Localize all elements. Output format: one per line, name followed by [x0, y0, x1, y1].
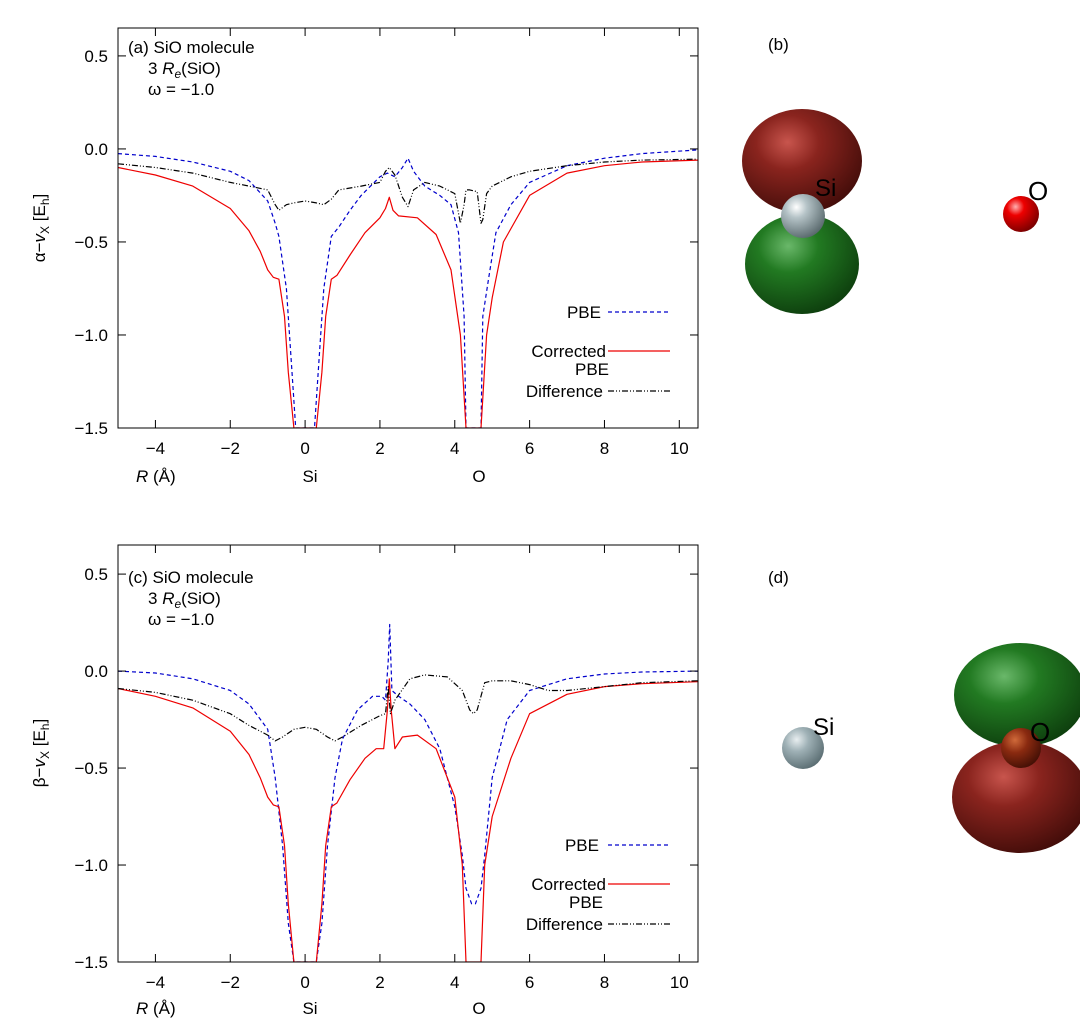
series-line-difference: [118, 674, 698, 742]
series-line-pbe: [118, 623, 698, 962]
x-tick-label: 2: [375, 439, 384, 458]
atom-label-si: Si: [302, 999, 317, 1018]
x-tick-label: 8: [600, 973, 609, 992]
legend: PBE Corrected PBE Difference: [526, 303, 670, 401]
legend-label-difference: Difference: [526, 915, 603, 934]
atom-label-si: Si: [815, 175, 836, 202]
x-tick-label: 4: [450, 439, 459, 458]
plot-frame: [117, 27, 699, 429]
x-tick-label: 4: [450, 973, 459, 992]
y-tick-label: −1.5: [74, 419, 108, 438]
chart-panel-c: −4 −2 0 2 4 6 8 10 0.5 0.0 −0.5 −1.0 −1.5 (c) SiO mo…: [30, 544, 699, 1018]
atom-label-o: O: [472, 999, 485, 1018]
annotation-line-3: ω = −1.0: [148, 80, 214, 99]
annotation-line-1: (a) SiO molecule: [128, 38, 255, 57]
x-tick-label: 6: [525, 973, 534, 992]
x-tick-label: −4: [146, 439, 165, 458]
x-tick-label: 10: [670, 439, 689, 458]
x-tick-label: −4: [146, 973, 165, 992]
y-tick-label: −1.5: [74, 953, 108, 972]
orbital-lobe-green: [954, 643, 1080, 747]
panel-label-d: (d): [768, 568, 789, 587]
legend-label-corrected: Corrected: [531, 342, 606, 361]
atom-o: [1003, 196, 1039, 232]
atom-si: [781, 194, 825, 238]
panel-b: (b) Si O: [742, 35, 1048, 314]
atom-si: [782, 727, 824, 769]
annotation-line-3: ω = −1.0: [148, 610, 214, 629]
y-tick-label: −0.5: [74, 233, 108, 252]
series-line-difference: [118, 158, 698, 224]
x-tick-label: 10: [670, 973, 689, 992]
orbital-lobe-green: [745, 214, 859, 314]
y-tick-label: 0.5: [84, 565, 108, 584]
y-tick-label: −0.5: [74, 759, 108, 778]
legend: PBE Corrected PBE Difference: [526, 836, 670, 934]
atom-label-o: O: [472, 467, 485, 486]
x-tick-label: −2: [221, 973, 240, 992]
x-axis-label: R (Å): [136, 467, 176, 486]
annotation-line-2: 3 Re(SiO): [148, 59, 221, 81]
atom-o: [1001, 728, 1041, 768]
annotation-line-1: (c) SiO molecule: [128, 568, 254, 587]
panel-d: (d) Si O: [768, 568, 1080, 853]
x-tick-label: 0: [300, 973, 309, 992]
x-tick-label: 0: [300, 439, 309, 458]
legend-label-corrected-2: PBE: [569, 893, 603, 912]
y-axis-label: β−vX [Eh]: [30, 719, 52, 787]
legend-label-corrected-2: PBE: [575, 360, 609, 379]
y-tick-label: −1.0: [74, 856, 108, 875]
chart-panel-a: −4 −2 0 2 4 6 8 10 0.5 0.0 −0.5 −1.0 −1.5 (a) SiO mo…: [30, 27, 699, 486]
panel-label-b: (b): [768, 35, 789, 54]
legend-label-difference: Difference: [526, 382, 603, 401]
orbital-lobe-red: [952, 741, 1080, 853]
orbital-lobe-red: [742, 109, 862, 213]
x-tick-label: 6: [525, 439, 534, 458]
atom-label-si: Si: [302, 467, 317, 486]
atom-label-o: O: [1030, 717, 1050, 747]
legend-label-pbe: PBE: [567, 303, 601, 322]
y-axis-label: α−vX [Eh]: [30, 194, 52, 263]
y-tick-label: −1.0: [74, 326, 108, 345]
series-line-corrected-pbe: [118, 678, 698, 962]
legend-label-corrected: Corrected: [531, 875, 606, 894]
x-tick-label: −2: [221, 439, 240, 458]
series-line-corrected-pbe: [118, 159, 698, 428]
legend-label-pbe: PBE: [565, 836, 599, 855]
y-tick-label: 0.5: [84, 47, 108, 66]
annotation-line-2: 3 Re(SiO): [148, 589, 221, 611]
atom-label-si: Si: [813, 714, 834, 741]
atom-label-o: O: [1028, 176, 1048, 206]
y-tick-label: 0.0: [84, 662, 108, 681]
series-line-pbe: [118, 149, 698, 428]
x-tick-label: 8: [600, 439, 609, 458]
x-axis-label: R (Å): [136, 999, 176, 1018]
y-tick-label: 0.0: [84, 140, 108, 159]
x-tick-label: 2: [375, 973, 384, 992]
plot-frame: [117, 544, 699, 963]
